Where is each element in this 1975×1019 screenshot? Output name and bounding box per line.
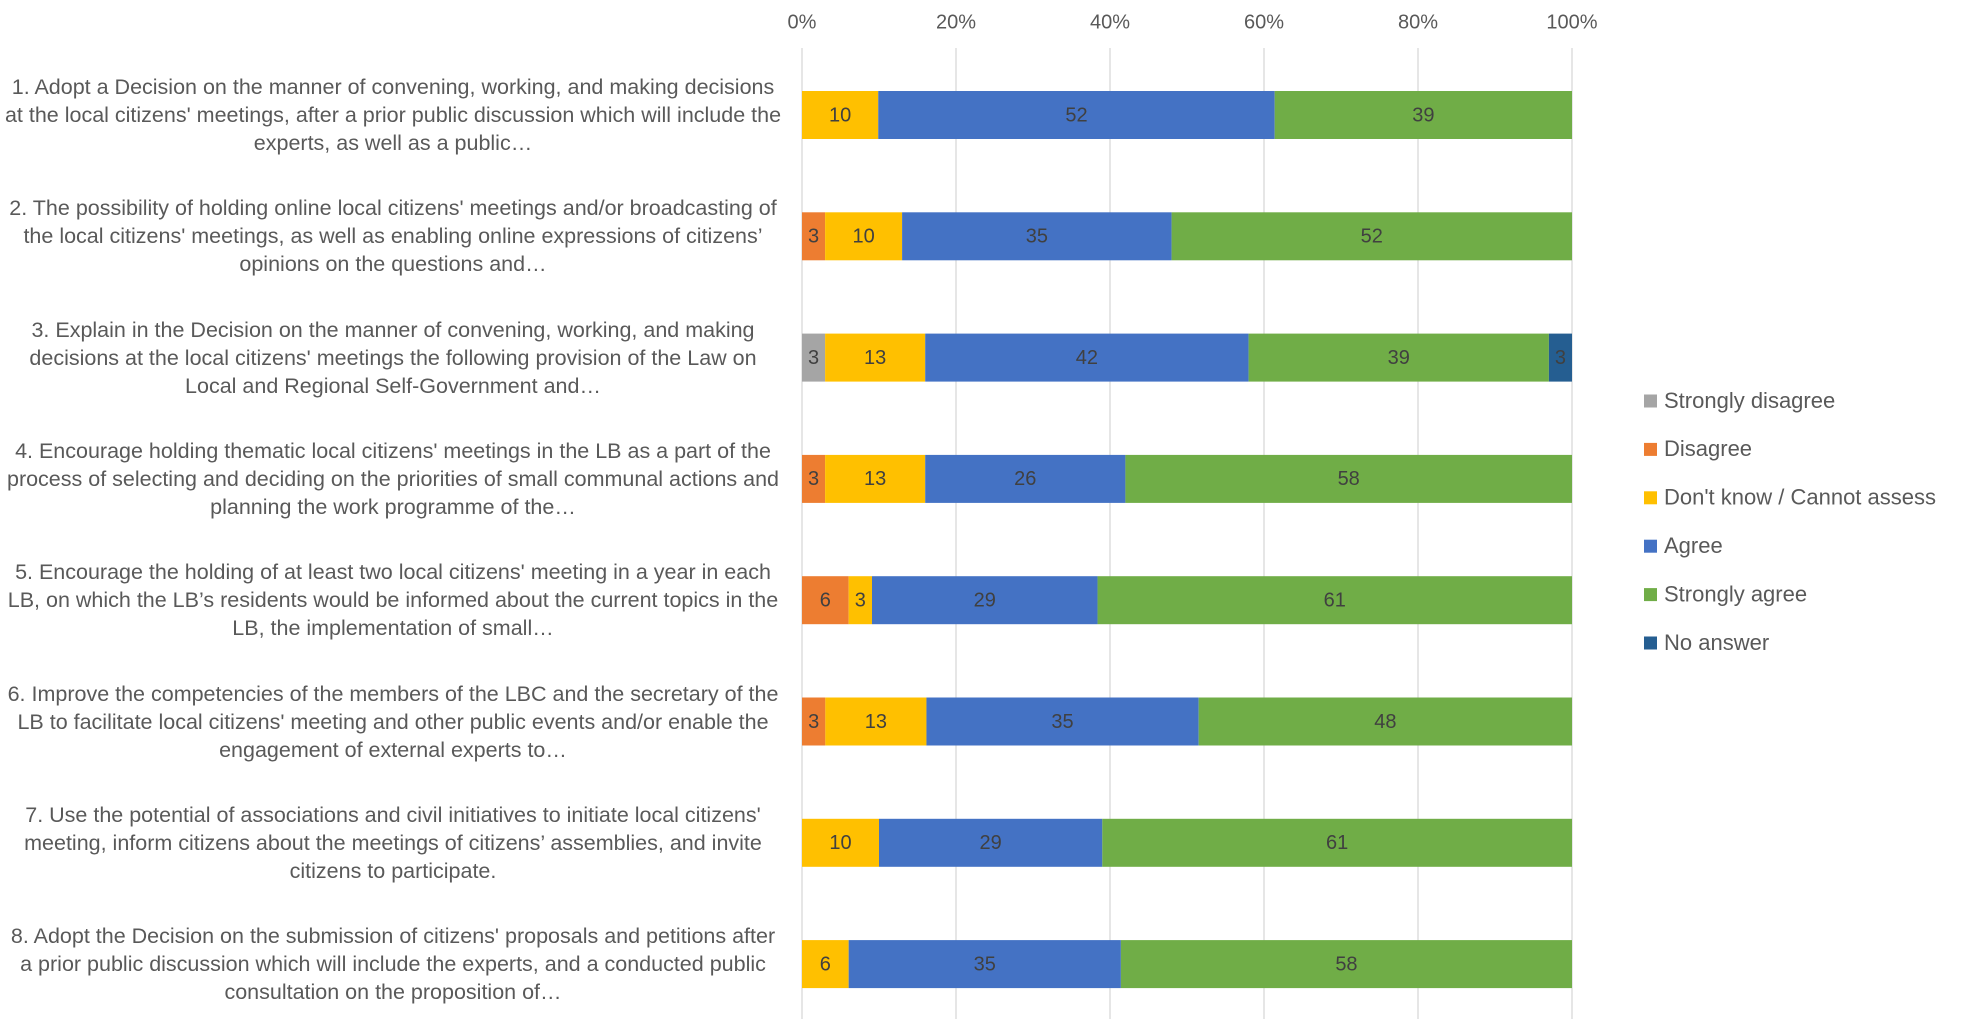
category-label: 5. Encourage the holding of at least two… <box>7 560 779 641</box>
category-label: 4. Encourage holding thematic local citi… <box>6 438 780 519</box>
data-label: 13 <box>864 347 886 369</box>
bar-segment <box>1120 940 1572 989</box>
data-label: 52 <box>1361 226 1383 248</box>
data-label: 3 <box>1555 347 1566 369</box>
bar-segment <box>1125 454 1572 503</box>
data-label: 29 <box>980 832 1002 854</box>
data-label: 39 <box>1412 104 1434 126</box>
data-label: 3 <box>808 468 819 490</box>
category-label: 1. Adopt a Decision on the manner of con… <box>4 75 782 155</box>
bar-segment <box>825 212 903 261</box>
legend-swatch <box>1644 636 1657 650</box>
data-label: 39 <box>1388 347 1410 369</box>
bar-segment <box>825 333 926 382</box>
bar-segment <box>1548 333 1572 382</box>
data-label: 13 <box>865 711 887 733</box>
data-label: 10 <box>829 104 851 126</box>
data-label: 35 <box>1026 226 1048 248</box>
bar-segment <box>848 940 1121 989</box>
bar-segment <box>802 454 826 503</box>
legend-swatch <box>1644 491 1657 505</box>
data-label: 58 <box>1338 468 1360 490</box>
bar-segment <box>1171 212 1572 261</box>
legend-swatch <box>1644 588 1657 602</box>
x-tick-label: 100% <box>1546 11 1597 33</box>
data-label: 42 <box>1076 347 1098 369</box>
data-label: 3 <box>808 226 819 248</box>
data-label: 61 <box>1326 832 1348 854</box>
bar-segment <box>1102 818 1572 867</box>
bar-segment <box>825 697 927 746</box>
legend-label: Don't know / Cannot assess <box>1664 485 1936 510</box>
category-label: 3. Explain in the Decision on the manner… <box>29 317 757 398</box>
bar-segment <box>802 697 826 746</box>
bar-segment <box>802 212 826 261</box>
data-label: 35 <box>1051 711 1073 733</box>
legend-label: Strongly agree <box>1664 581 1807 606</box>
bar-segment <box>878 91 1275 139</box>
legend-swatch <box>1644 394 1657 408</box>
x-tick-label: 80% <box>1398 11 1438 33</box>
bar-segment <box>802 818 879 867</box>
bar-segment <box>1097 576 1572 625</box>
bar-segment <box>872 576 1098 625</box>
legend-label: No answer <box>1664 630 1769 655</box>
data-label: 3 <box>808 347 819 369</box>
bar-segment <box>925 454 1126 503</box>
legend-label: Agree <box>1664 533 1723 558</box>
data-label: 48 <box>1374 711 1396 733</box>
data-label: 10 <box>829 832 851 854</box>
x-tick-label: 0% <box>788 11 817 33</box>
bar-segment <box>925 333 1249 382</box>
bar-segment <box>825 454 926 503</box>
bar-segment <box>1274 91 1572 139</box>
data-label: 26 <box>1014 468 1036 490</box>
data-label: 3 <box>808 711 819 733</box>
data-label: 6 <box>820 953 831 975</box>
data-label: 6 <box>820 589 831 611</box>
bar-segment <box>802 576 849 625</box>
category-label: 6. Improve the competencies of the membe… <box>7 681 779 762</box>
data-label: 10 <box>852 226 874 248</box>
x-tick-label: 20% <box>936 11 976 33</box>
data-label: 35 <box>974 953 996 975</box>
category-label: 7. Use the potential of associations and… <box>24 802 762 883</box>
bar-segment <box>1248 333 1549 382</box>
data-label: 61 <box>1324 589 1346 611</box>
legend-label: Disagree <box>1664 436 1752 461</box>
bar-segment <box>902 212 1172 261</box>
bar-segment <box>802 91 879 139</box>
legend-swatch <box>1644 539 1657 553</box>
bar-segment <box>879 818 1103 867</box>
bar-segment <box>1198 697 1572 746</box>
data-label: 13 <box>864 468 886 490</box>
data-label: 52 <box>1065 104 1087 126</box>
bar-segment <box>926 697 1199 746</box>
data-label: 58 <box>1335 953 1357 975</box>
category-label: 2. The possibility of holding online loc… <box>9 196 777 277</box>
data-label: 29 <box>974 589 996 611</box>
x-tick-label: 40% <box>1090 11 1130 33</box>
data-label: 3 <box>855 589 866 611</box>
bar-segment <box>802 333 826 382</box>
category-label: 8. Adopt the Decision on the submission … <box>10 924 776 1005</box>
bar-segment <box>802 940 849 989</box>
x-tick-label: 60% <box>1244 11 1284 33</box>
bar-segment <box>848 576 872 625</box>
legend-swatch <box>1644 442 1657 456</box>
legend-label: Strongly disagree <box>1664 388 1835 413</box>
